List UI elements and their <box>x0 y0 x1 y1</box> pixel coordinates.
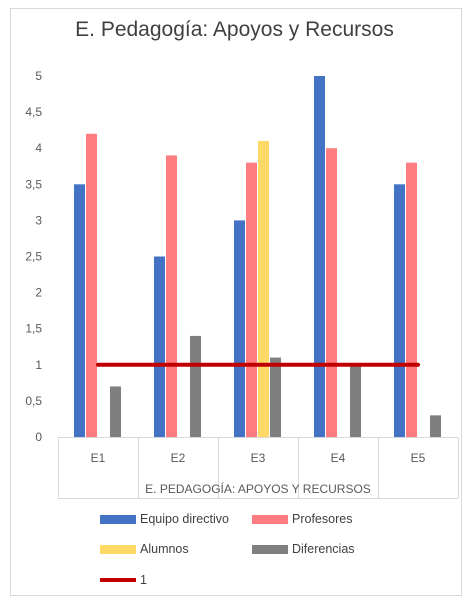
legend-swatch <box>252 544 288 554</box>
legend-item-equipo-directivo: Equipo directivo <box>100 512 229 526</box>
y-tick-label: 0,5 <box>25 394 42 408</box>
bar-equipo-directivo-e4 <box>314 76 325 437</box>
legend-item-alumnos: Alumnos <box>100 542 189 556</box>
legend-label: Alumnos <box>140 542 189 556</box>
x-tick-label: E1 <box>91 451 106 465</box>
bar-equipo-directivo-e3 <box>234 220 245 437</box>
legend-item-profesores: Profesores <box>252 512 352 526</box>
bar-equipo-directivo-e2 <box>154 256 165 437</box>
y-tick-label: 2 <box>35 286 42 300</box>
y-tick-label: 1 <box>35 358 42 372</box>
legend-item-reference-line: 1 <box>100 573 147 587</box>
x-tick-label: E4 <box>331 451 346 465</box>
legend-line-swatch <box>100 578 136 582</box>
x-tick-label: E3 <box>251 451 266 465</box>
x-tick-label: E5 <box>411 451 426 465</box>
bar-diferencias-e1 <box>110 386 121 437</box>
bar-profesores-e4 <box>326 148 337 437</box>
legend-label: Diferencias <box>292 542 355 556</box>
y-tick-label: 3 <box>35 213 42 227</box>
x-axis-title: E. PEDAGOGÍA: APOYOS Y RECURSOS <box>145 481 371 496</box>
bar-diferencias-e2 <box>190 335 201 437</box>
y-tick-label: 1,5 <box>25 322 42 336</box>
legend-swatch <box>252 514 288 524</box>
bar-equipo-directivo-e5 <box>394 184 405 437</box>
legend-label: 1 <box>140 573 147 587</box>
legend-swatch <box>100 514 136 524</box>
y-tick-label: 3,5 <box>25 177 42 191</box>
legend-label: Equipo directivo <box>140 512 229 526</box>
bar-diferencias-e3 <box>270 357 281 437</box>
bar-profesores-e3 <box>246 162 257 437</box>
chart-title: E. Pedagogía: Apoyos y Recursos <box>75 18 394 41</box>
legend-swatch <box>100 544 136 554</box>
y-tick-label: 2,5 <box>25 250 42 264</box>
bar-profesores-e5 <box>406 162 417 437</box>
legend-label: Profesores <box>292 512 353 526</box>
legend-item-diferencias: Diferencias <box>252 542 355 556</box>
bar-diferencias-e4 <box>350 364 361 437</box>
y-tick-label: 5 <box>35 69 42 83</box>
bar-profesores-e2 <box>166 155 177 438</box>
y-tick-label: 0 <box>35 430 42 444</box>
bar-equipo-directivo-e1 <box>74 184 85 437</box>
y-tick-label: 4 <box>35 141 42 155</box>
y-tick-label: 4,5 <box>25 105 42 119</box>
bar-profesores-e1 <box>86 133 97 437</box>
x-tick-label: E2 <box>171 451 186 465</box>
bar-diferencias-e5 <box>430 415 441 437</box>
bar-alumnos-e3 <box>258 140 269 438</box>
